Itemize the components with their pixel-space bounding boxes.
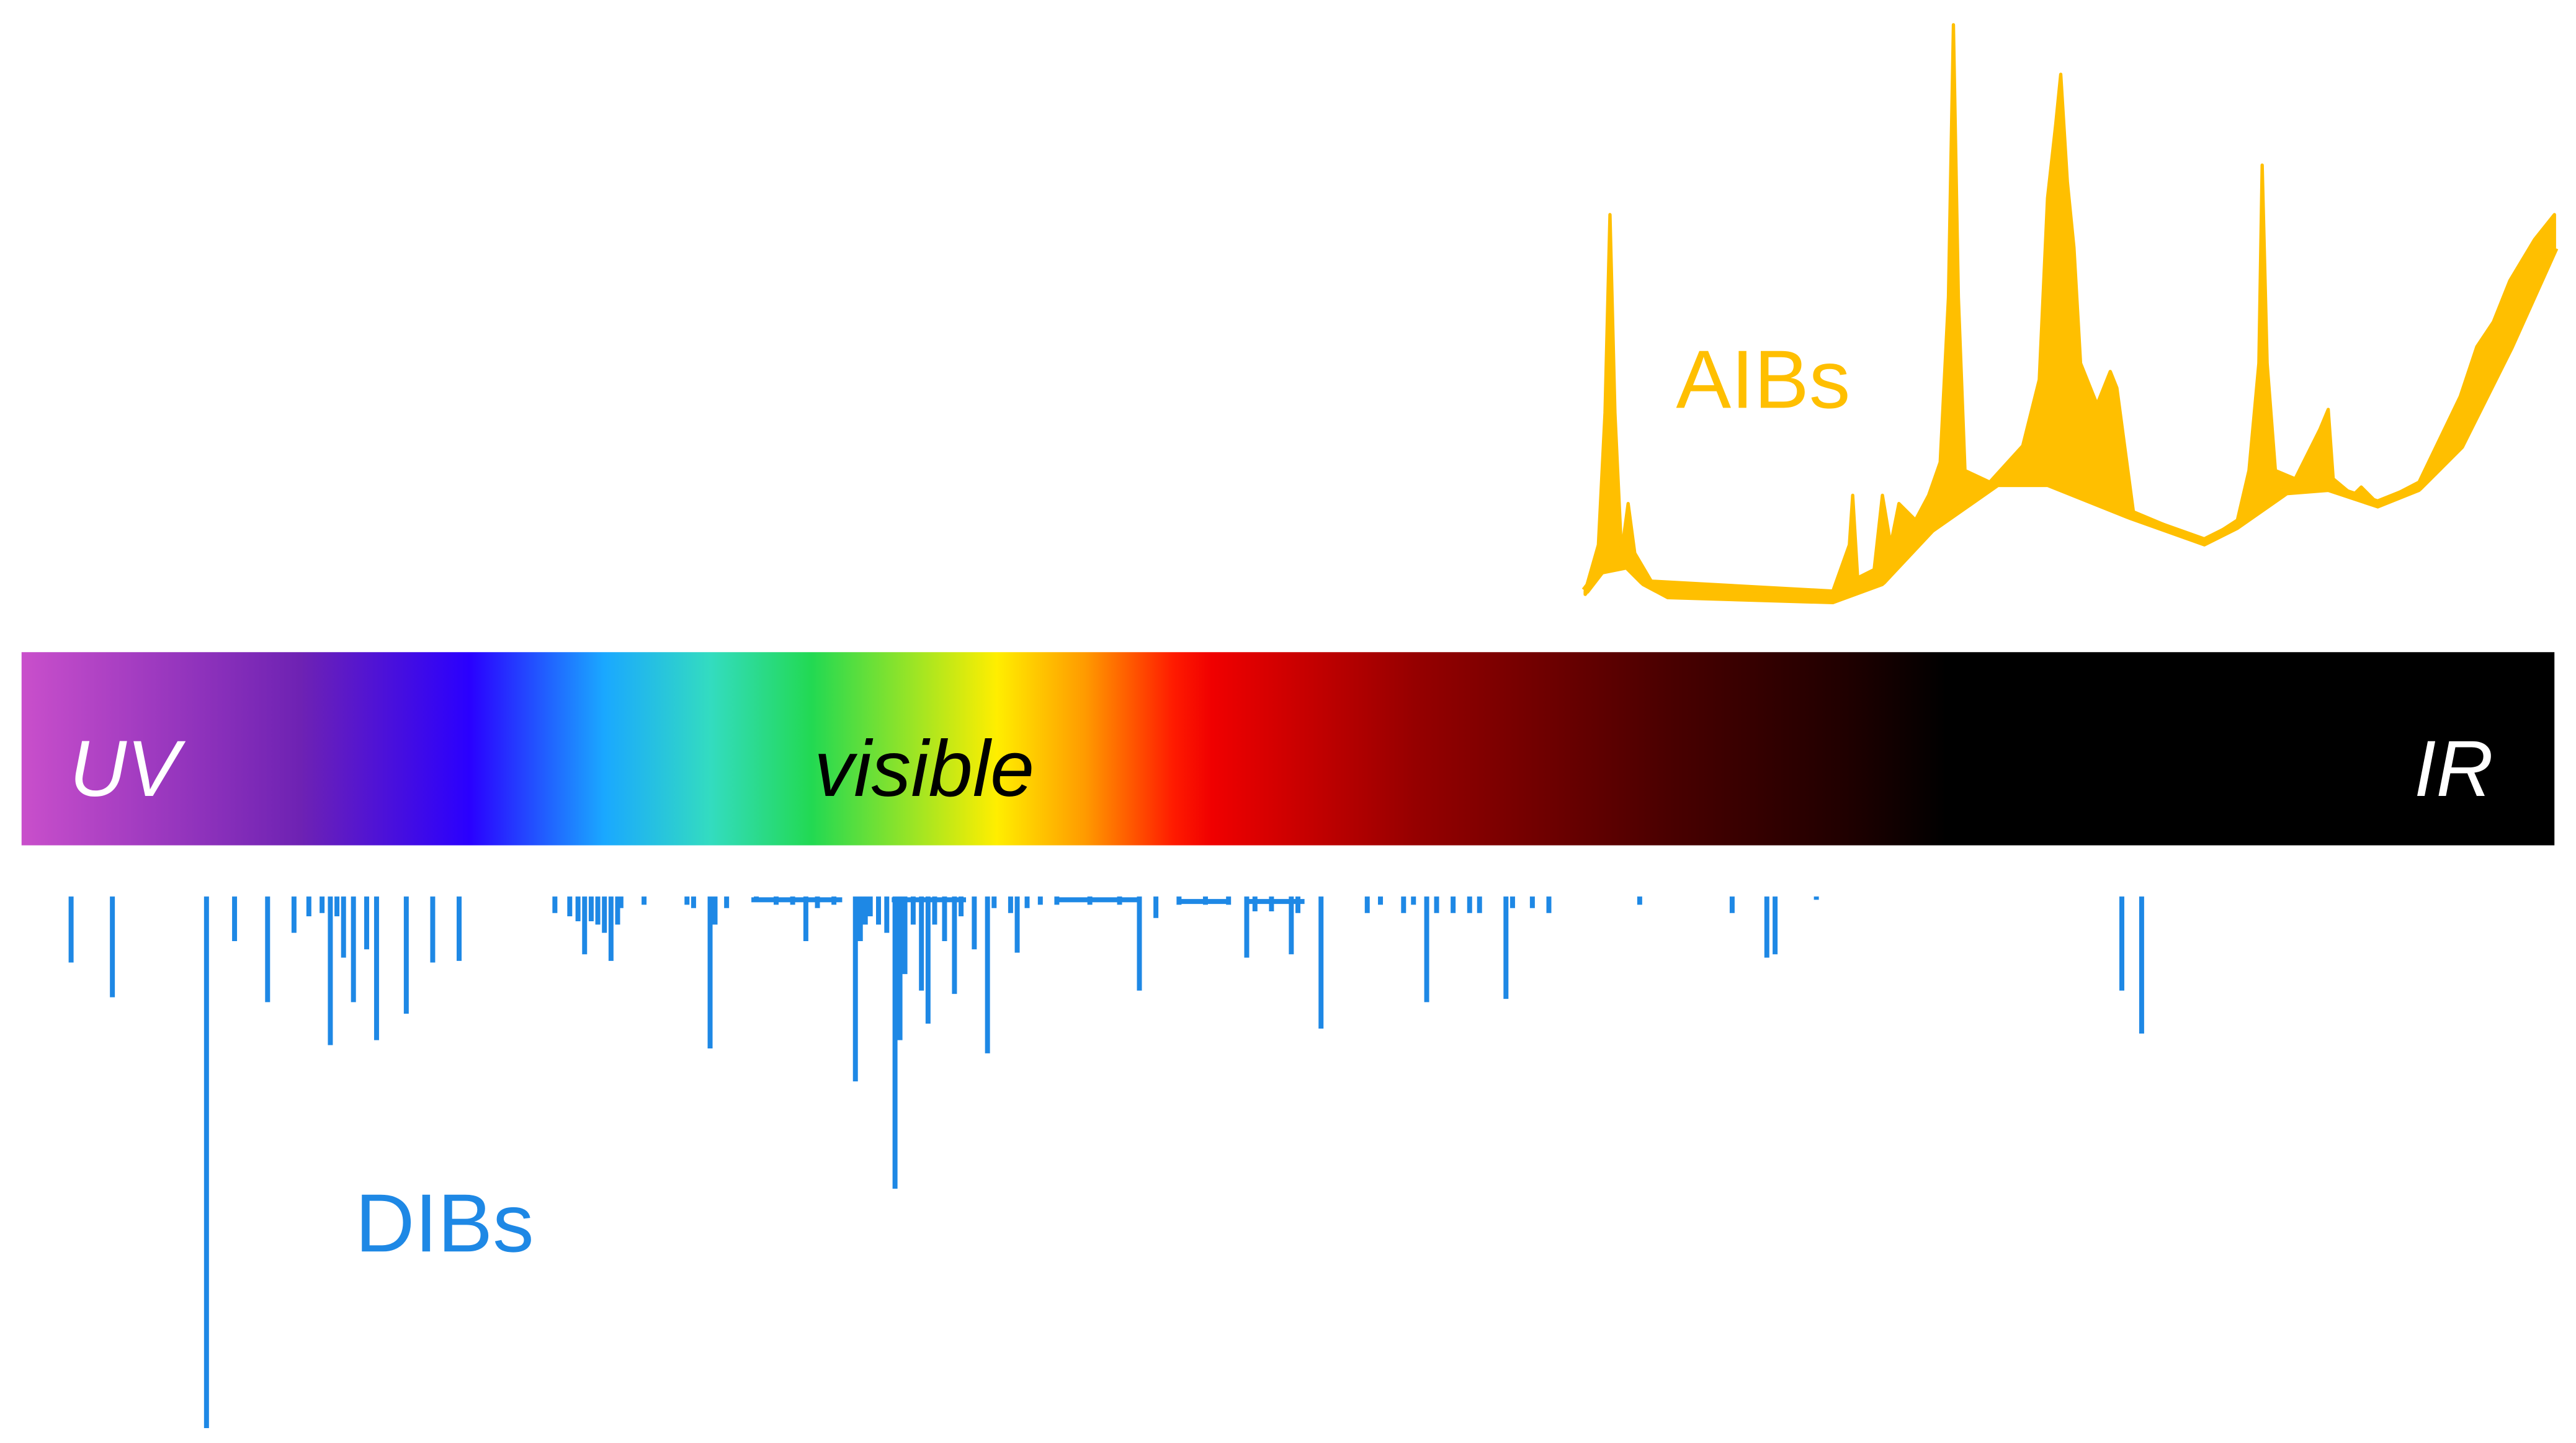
ir-label: IR bbox=[2414, 725, 2493, 813]
uv-label: UV bbox=[69, 725, 186, 813]
aib-continuum bbox=[1581, 246, 2559, 604]
visible-label: visible bbox=[814, 725, 1034, 813]
aibs-label: AIBs bbox=[1676, 334, 1850, 426]
dib-lines bbox=[68, 896, 2144, 1429]
spectrum-bar bbox=[21, 652, 2555, 846]
dibs-label: DIBs bbox=[355, 1177, 534, 1269]
aib-spectrum bbox=[1583, 23, 2556, 605]
